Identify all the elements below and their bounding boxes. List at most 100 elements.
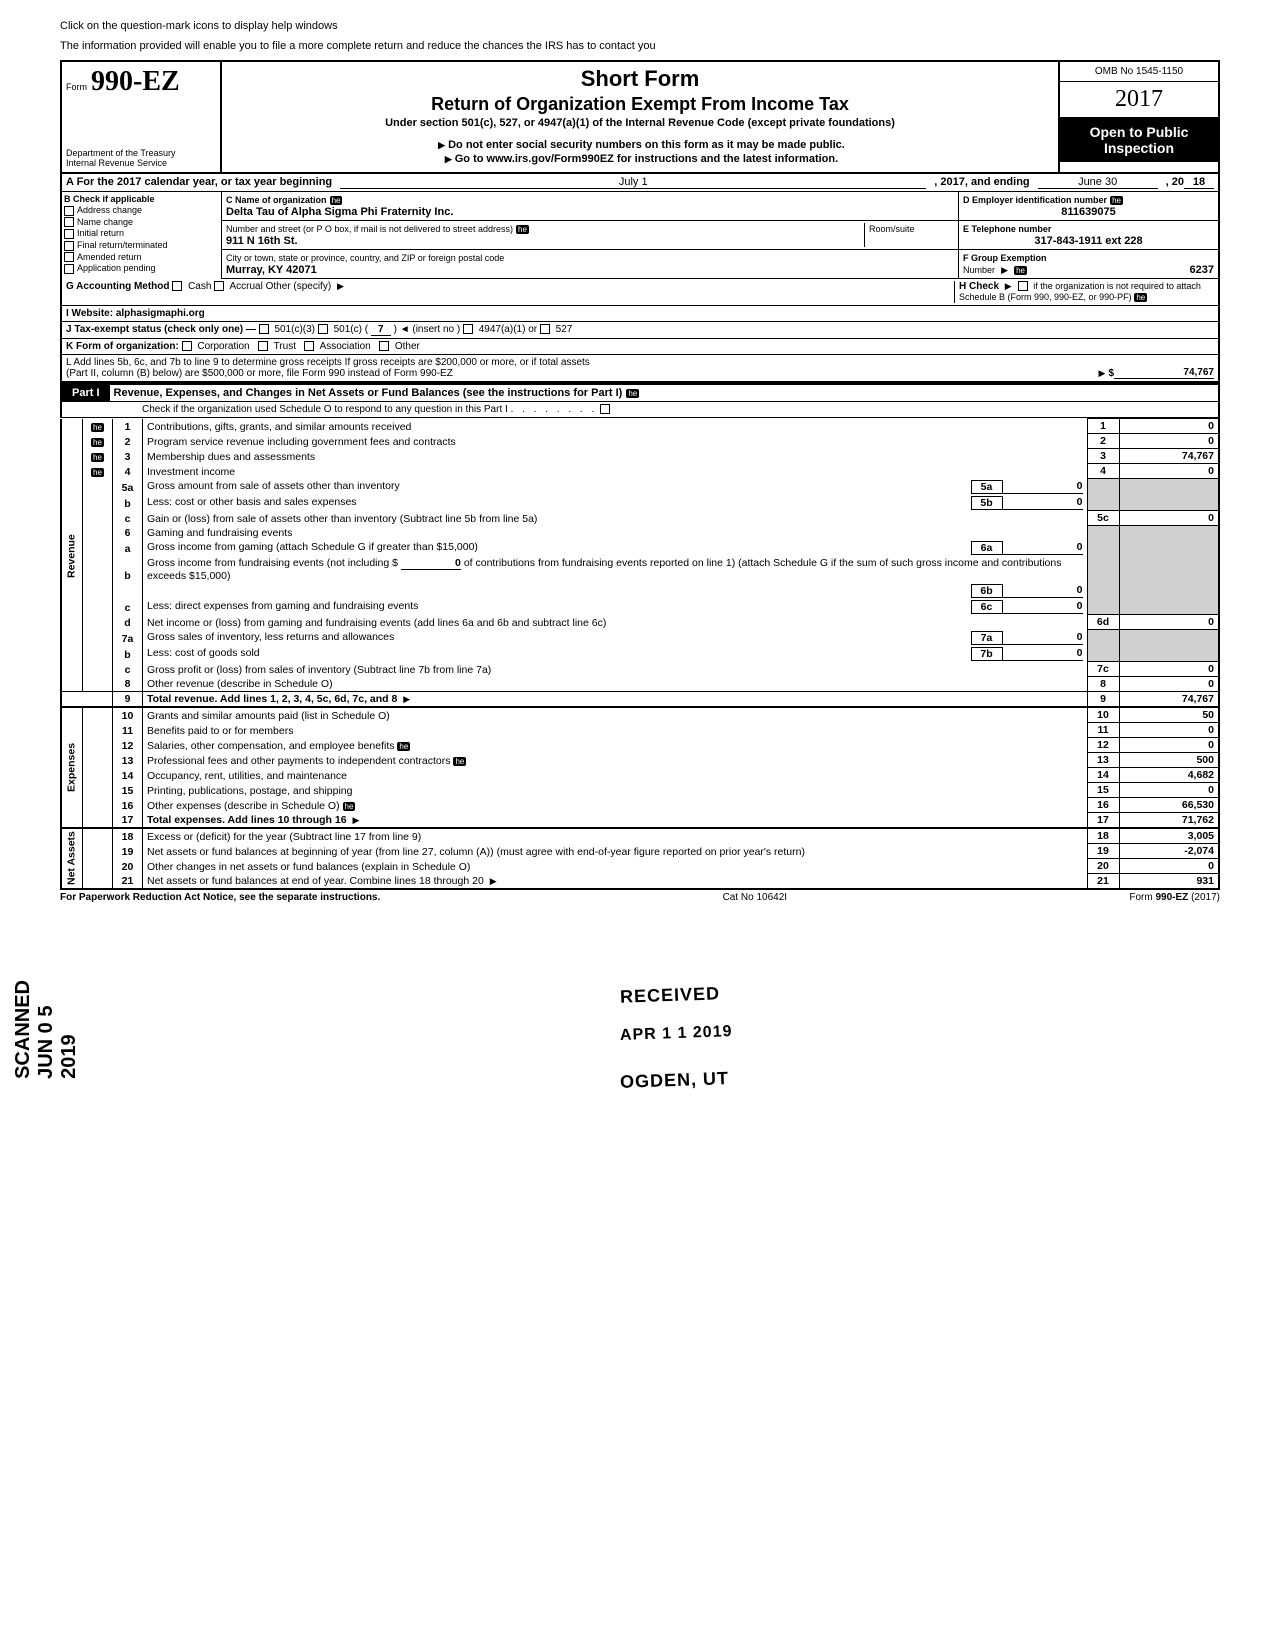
stamp-date: APR 1 1 2019 <box>620 1023 733 1045</box>
chk-cash[interactable] <box>172 281 182 291</box>
help-icon[interactable]: he <box>516 225 529 234</box>
line11-text: Benefits paid to or for members <box>143 723 1088 738</box>
line12-text: Salaries, other compensation, and employ… <box>147 740 394 752</box>
chk-4947[interactable] <box>463 324 473 334</box>
a-end[interactable]: June 30 <box>1038 176 1158 189</box>
org-name[interactable]: Delta Tau of Alpha Sigma Phi Fraternity … <box>226 206 453 218</box>
line6-text: Gaming and fundraising events <box>143 526 1088 540</box>
city[interactable]: Murray, KY 42071 <box>226 264 317 276</box>
phone[interactable]: 317-843-1911 ext 228 <box>963 235 1214 247</box>
help-icon[interactable]: he <box>1134 293 1147 302</box>
line7a-text: Gross sales of inventory, less returns a… <box>147 631 971 645</box>
help-line2: The information provided will enable you… <box>60 40 1220 52</box>
l-line2: (Part II, column (B) below) are $500,000… <box>66 368 1054 379</box>
omb-number: OMB No 1545-1150 <box>1060 62 1218 82</box>
note-url: Go to www.irs.gov/Form990EZ for instruct… <box>455 153 838 165</box>
line6c-val: 0 <box>1003 600 1083 614</box>
line10-val: 50 <box>1119 707 1219 723</box>
part1-title: Part I <box>62 385 110 401</box>
chk-other[interactable] <box>379 341 389 351</box>
chk-527[interactable] <box>540 324 550 334</box>
line13-text: Professional fees and other payments to … <box>147 755 451 767</box>
city-label: City or town, state or province, country… <box>226 253 504 263</box>
line7c-val: 0 <box>1119 662 1219 677</box>
e-label: E Telephone number <box>963 224 1051 234</box>
help-icon[interactable]: he <box>330 196 343 205</box>
a-label: A For the 2017 calendar year, or tax yea… <box>66 176 332 188</box>
section-bcdef: B Check if applicable Address change Nam… <box>60 192 1220 279</box>
i-label: I Website: <box>66 308 113 319</box>
help-icon[interactable]: he <box>1110 196 1123 205</box>
street[interactable]: 911 N 16th St. <box>226 235 298 247</box>
dept1: Department of the Treasury <box>66 148 216 158</box>
form-prefix: Form <box>66 82 87 92</box>
form-footer: Form 990-EZ (2017) <box>1129 892 1220 903</box>
chk-501c[interactable] <box>318 324 328 334</box>
line17-val: 71,762 <box>1119 813 1219 829</box>
line7c-text: Gross profit or (loss) from sales of inv… <box>143 662 1088 677</box>
line14-text: Occupancy, rent, utilities, and maintena… <box>143 768 1088 783</box>
chk-initial[interactable] <box>64 229 74 239</box>
form-header: Form 990-EZ Department of the Treasury I… <box>60 60 1220 172</box>
line12-val: 0 <box>1119 738 1219 753</box>
street-label: Number and street (or P O box, if mail i… <box>226 224 513 234</box>
line2-text: Program service revenue including govern… <box>143 434 1088 449</box>
a-begin[interactable]: July 1 <box>340 176 926 189</box>
chk-address[interactable] <box>64 206 74 216</box>
line6d-text: Net income or (loss) from gaming and fun… <box>143 615 1088 630</box>
line15-val: 0 <box>1119 783 1219 798</box>
chk-assoc[interactable] <box>304 341 314 351</box>
stamp-ogden: OGDEN, UT <box>620 1068 730 1093</box>
chk-amended[interactable] <box>64 252 74 262</box>
line7b-val: 0 <box>1003 647 1083 661</box>
a-yr-val[interactable]: 18 <box>1184 176 1214 189</box>
line8-text: Other revenue (describe in Schedule O) <box>143 677 1088 692</box>
chk-501c3[interactable] <box>259 324 269 334</box>
section-netassets: Net Assets <box>61 828 83 889</box>
line21-val: 931 <box>1119 874 1219 890</box>
chk-pending[interactable] <box>64 264 74 274</box>
line6b-text: Gross income from fundraising events (no… <box>147 557 398 569</box>
a-mid: , 2017, and ending <box>934 176 1029 188</box>
ein[interactable]: 811639075 <box>963 206 1214 218</box>
line19-text: Net assets or fund balances at beginning… <box>143 844 1088 859</box>
part1-check: Check if the organization used Schedule … <box>142 404 508 415</box>
stamp-scanned: SCANNED JUN 0 5 2019 <box>12 980 81 1079</box>
l-amount: 74,767 <box>1114 367 1214 379</box>
line5a-text: Gross amount from sale of assets other t… <box>147 480 971 494</box>
line7b-text: Less: cost of goods sold <box>147 647 971 661</box>
line6c-text: Less: direct expenses from gaming and fu… <box>147 600 971 614</box>
help-icon[interactable]: he <box>626 389 639 398</box>
line15-text: Printing, publications, postage, and shi… <box>143 783 1088 798</box>
line2-val: 0 <box>1119 434 1219 449</box>
chk-name[interactable] <box>64 217 74 227</box>
chk-schedo[interactable] <box>600 404 610 414</box>
line6d-val: 0 <box>1119 615 1219 630</box>
website[interactable]: alphasigmaphi.org <box>116 308 205 319</box>
chk-final[interactable] <box>64 241 74 251</box>
line11-val: 0 <box>1119 723 1219 738</box>
f-label: F Group Exemption <box>963 253 1047 263</box>
line5c-val: 0 <box>1119 511 1219 526</box>
line5b-val: 0 <box>1003 496 1083 510</box>
chk-trust[interactable] <box>258 341 268 351</box>
line9-val: 74,767 <box>1119 692 1219 708</box>
group-exemption[interactable]: 6237 <box>1190 264 1214 276</box>
h-label: H Check <box>959 281 999 292</box>
chk-accrual[interactable] <box>214 281 224 291</box>
line9-text: Total revenue. Add lines 1, 2, 3, 4, 5c,… <box>147 693 397 705</box>
j-label: J Tax-exempt status (check only one) — <box>66 324 256 335</box>
help-icon[interactable]: he <box>1014 266 1027 275</box>
line1-text: Contributions, gifts, grants, and simila… <box>143 419 1088 434</box>
501c-num[interactable]: 7 <box>371 324 391 336</box>
section-revenue: Revenue <box>61 419 83 692</box>
chk-corp[interactable] <box>182 341 192 351</box>
line14-val: 4,682 <box>1119 768 1219 783</box>
line8-val: 0 <box>1119 677 1219 692</box>
chk-h[interactable] <box>1018 281 1028 291</box>
line13-val: 500 <box>1119 753 1219 768</box>
a-yr-label: , 20 <box>1166 176 1184 188</box>
line5c-text: Gain or (loss) from sale of assets other… <box>143 511 1088 526</box>
line10-text: Grants and similar amounts paid (list in… <box>143 707 1088 723</box>
title-return: Return of Organization Exempt From Incom… <box>230 94 1050 115</box>
